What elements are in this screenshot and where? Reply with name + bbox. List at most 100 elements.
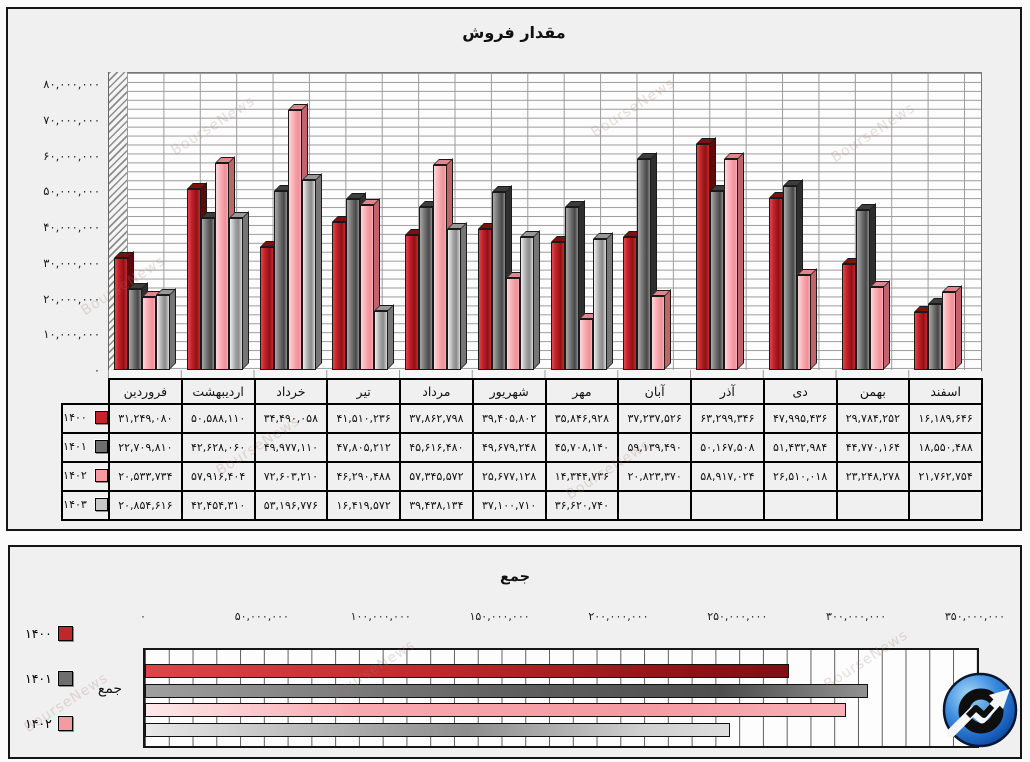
column-۱۴۰۱-فروردین bbox=[128, 282, 148, 370]
column-۱۴۰۱-اسفند bbox=[928, 297, 949, 370]
table-value-cell: ۲۰,۸۲۳,۳۷۰ bbox=[617, 461, 692, 492]
y-tick-label: ۱۰,۰۰۰,۰۰۰ bbox=[43, 327, 100, 342]
table-value-cell: ۳۱,۲۴۹,۰۸۰ bbox=[108, 403, 183, 434]
legend-swatch bbox=[57, 626, 73, 641]
legend-year-label: ۱۴۰۲ bbox=[25, 716, 52, 731]
legend-item-۱۴۰۲: ۱۴۰۲ bbox=[25, 716, 73, 731]
column-front-face bbox=[360, 205, 375, 370]
month-header: فروردین bbox=[108, 378, 183, 405]
column-۱۴۰۱-تیر bbox=[346, 192, 367, 370]
column-۱۴۰۰-بهمن bbox=[841, 257, 862, 370]
column-front-face bbox=[346, 199, 361, 370]
column-front-face bbox=[259, 247, 274, 370]
month-header: اسفند bbox=[908, 378, 983, 405]
legend-key-cell: ۱۴۰۳ bbox=[61, 490, 110, 521]
column-front-face bbox=[710, 191, 724, 370]
total-bar-۱۴۰۱ bbox=[145, 683, 868, 698]
table-value-cell: ۲۲,۷۰۹,۸۱۰ bbox=[108, 432, 183, 463]
column-۱۴۰۱-شهریور bbox=[491, 185, 512, 370]
y-tick-label: ۶۰,۰۰۰,۰۰۰ bbox=[43, 148, 100, 163]
column-side-face bbox=[314, 173, 322, 370]
chart-data-table: فروردین اردیبهشت خرداد تیر مرداد شهریور مهر آبا… bbox=[61, 378, 983, 521]
legend-swatch bbox=[94, 468, 107, 482]
x-tick-label: ۲۰۰,۰۰۰,۰۰۰ bbox=[588, 610, 649, 623]
table-value-cell: ۵۰,۵۸۸,۱۱۰ bbox=[180, 403, 256, 434]
table-row-۱۴۰۲: ۱۴۰۲ ۲۰,۵۳۳,۷۳۴ ۵۷,۹۱۶,۴۰۴ ۷۲,۶۰۳,۲۱۰ ۴۶,۲۹۰… bbox=[61, 461, 983, 492]
column-front-face bbox=[505, 278, 520, 370]
y-tick-label: ۷۰,۰۰۰,۰۰۰ bbox=[43, 112, 100, 127]
column-۱۴۰۱-خرداد bbox=[273, 184, 294, 370]
column-front-face bbox=[841, 264, 856, 370]
x-tick-label: ۳۰۰,۰۰۰,۰۰۰ bbox=[826, 610, 887, 623]
column-front-face bbox=[550, 242, 565, 370]
table-value-cell: ۲۰,۸۵۴,۶۱۶ bbox=[108, 490, 183, 521]
table-header-row: فروردین اردیبهشت خرداد تیر مرداد شهریور مهر آبا… bbox=[62, 378, 983, 405]
table-value-cell: ۵۰,۱۶۷,۵۰۸ bbox=[690, 432, 765, 463]
table-value-cell: ۳۷,۲۳۷,۵۲۶ bbox=[617, 403, 692, 434]
legend-year-label: ۱۴۰۰ bbox=[25, 626, 52, 641]
table-value-cell bbox=[690, 490, 765, 521]
table-value-cell: ۴۹,۶۷۹,۲۴۸ bbox=[471, 432, 547, 463]
x-tick-label: ۱۵۰,۰۰۰,۰۰۰ bbox=[469, 610, 530, 623]
column-۱۴۰۲-مرداد bbox=[433, 158, 453, 370]
column-۱۴۰۲-فروردین bbox=[142, 290, 162, 370]
column-front-face bbox=[186, 189, 201, 370]
column-side-face bbox=[664, 289, 672, 370]
column-front-face bbox=[114, 258, 128, 370]
column-front-face bbox=[796, 275, 811, 370]
table-value-cell: ۴۶,۲۹۰,۴۸۸ bbox=[326, 461, 401, 492]
column-front-face bbox=[433, 165, 447, 370]
column-۱۴۰۰-شهریور bbox=[477, 222, 498, 370]
column-۱۴۰۳-خرداد bbox=[301, 173, 322, 370]
column-۱۴۰۲-مهر bbox=[578, 312, 599, 370]
column-front-face bbox=[855, 210, 870, 370]
table-value-cell: ۲۶,۵۱۰,۰۱۸ bbox=[762, 461, 838, 492]
column-۱۴۰۰-دی bbox=[768, 191, 789, 370]
x-tick-label: ۲۵۰,۰۰۰,۰۰۰ bbox=[707, 610, 768, 623]
legend-key-cell: ۱۴۰۱ bbox=[61, 432, 110, 463]
table-value-cell: ۵۷,۳۴۵,۵۷۲ bbox=[399, 461, 474, 492]
totals-plot-area bbox=[143, 648, 979, 748]
column-۱۴۰۲-خرداد bbox=[287, 103, 308, 370]
column-front-face bbox=[128, 289, 142, 370]
x-tick-label: ۱۰۰,۰۰۰,۰۰۰ bbox=[350, 610, 411, 623]
table-value-cell: ۵۷,۹۱۶,۴۰۴ bbox=[180, 461, 256, 492]
column-side-face bbox=[737, 152, 744, 370]
column-front-face bbox=[447, 229, 461, 370]
legend-key-cell: ۱۴۰۰ bbox=[61, 403, 110, 434]
legend-swatch bbox=[94, 497, 107, 511]
month-header: مرداد bbox=[399, 378, 474, 405]
y-tick-label: ۴۰,۰۰۰,۰۰۰ bbox=[43, 220, 100, 234]
column-۱۴۰۲-تیر bbox=[360, 198, 381, 370]
table-value-cell: ۳۵,۸۴۶,۹۲۸ bbox=[544, 403, 620, 434]
legend-key-cell: ۱۴۰۲ bbox=[61, 461, 110, 492]
column-۱۴۰۰-اسفند bbox=[914, 305, 935, 370]
column-front-face bbox=[768, 198, 783, 370]
table-value-cell: ۳۹,۴۰۵,۸۰۲ bbox=[471, 403, 547, 434]
column-front-face bbox=[637, 159, 652, 370]
column-۱۴۰۱-مرداد bbox=[419, 200, 439, 370]
column-front-face bbox=[491, 192, 506, 370]
column-۱۴۰۳-مرداد bbox=[447, 222, 467, 370]
legend-swatch bbox=[94, 439, 107, 453]
table-value-cell bbox=[835, 490, 911, 521]
month-header: دی bbox=[762, 378, 838, 405]
column-side-face bbox=[882, 280, 890, 370]
total-bar-۱۴۰۳ bbox=[145, 722, 730, 737]
legend-swatch bbox=[94, 410, 107, 424]
column-۱۴۰۲-اردیبهشت bbox=[214, 156, 235, 370]
table-value-cell: ۵۸,۹۱۷,۰۲۴ bbox=[690, 461, 765, 492]
column-side-face bbox=[955, 285, 963, 370]
x-tick-label: ۳۵۰,۰۰۰,۰۰۰ bbox=[944, 610, 1006, 623]
column-۱۴۰۲-آذر bbox=[724, 152, 744, 370]
column-۱۴۰۰-آذر bbox=[696, 137, 716, 370]
column-۱۴۰۰-اردیبهشت bbox=[186, 182, 207, 370]
column-front-face bbox=[287, 110, 302, 370]
column-۱۴۰۲-دی bbox=[796, 268, 817, 370]
month-header: آذر bbox=[690, 378, 765, 405]
column-۱۴۰۰-مهر bbox=[550, 235, 571, 370]
column-front-face bbox=[332, 222, 347, 370]
column-۱۴۰۱-بهمن bbox=[855, 203, 876, 370]
month-header: خرداد bbox=[253, 378, 329, 405]
